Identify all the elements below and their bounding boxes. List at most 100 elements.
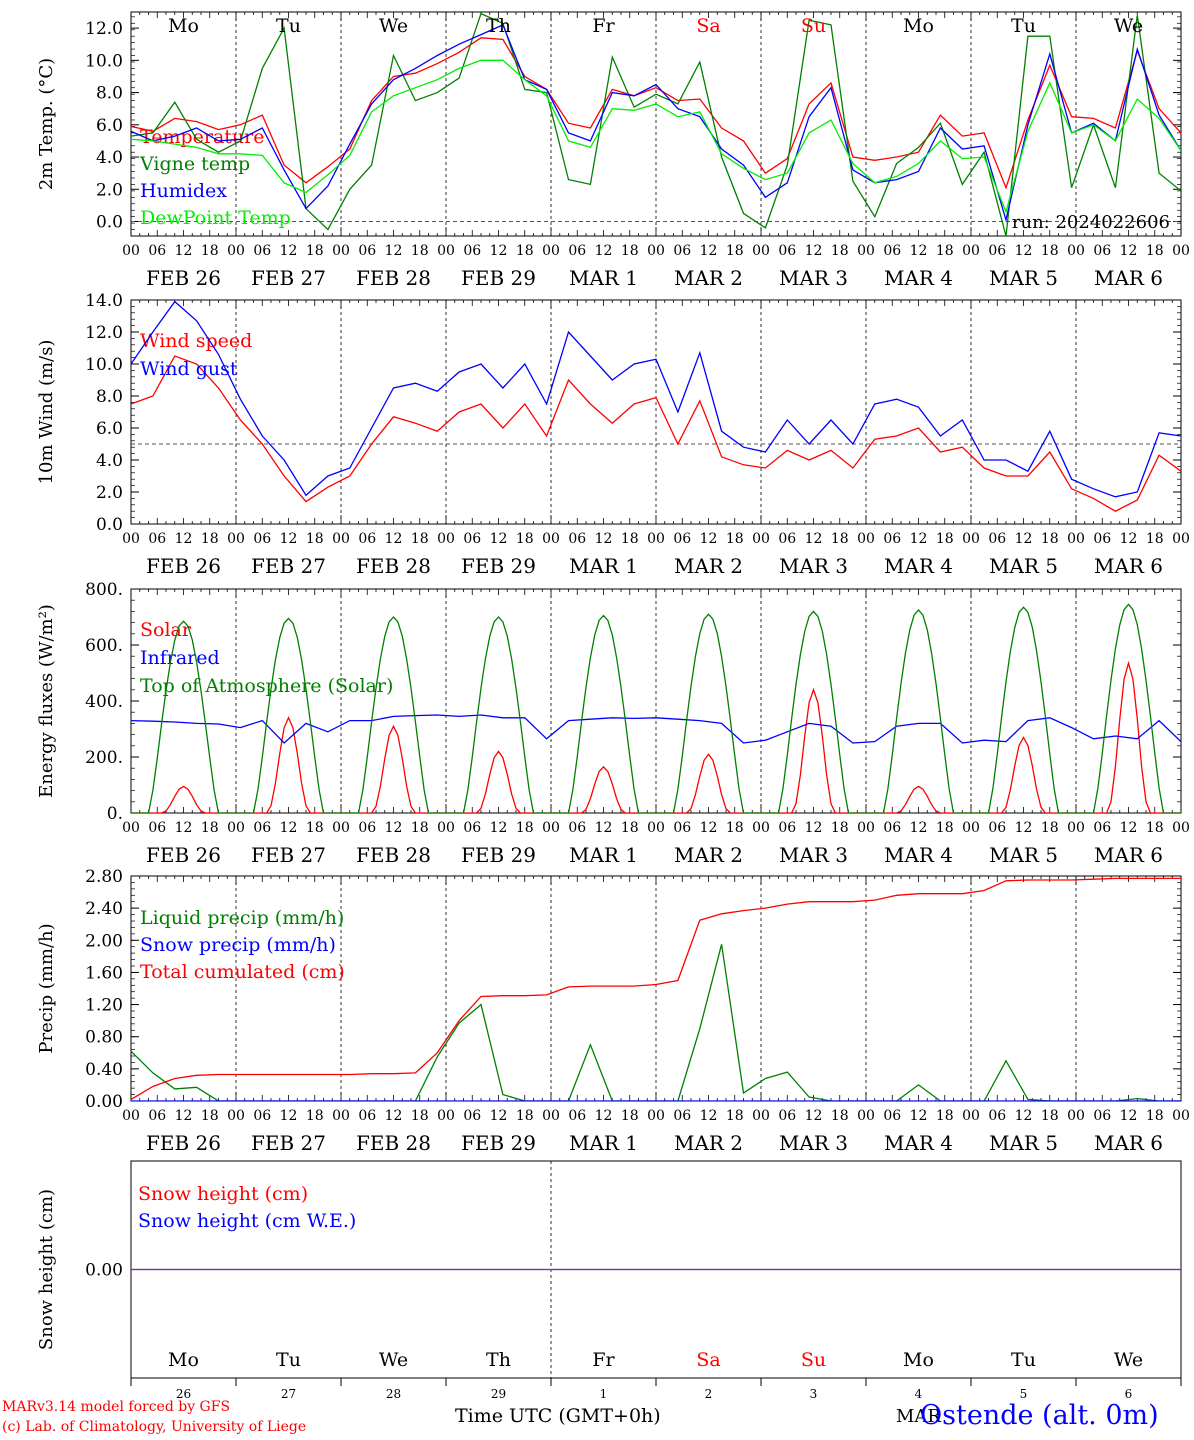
hour-label: 00 xyxy=(332,531,350,547)
hour-label: 06 xyxy=(568,243,586,259)
hour-label: 18 xyxy=(411,243,429,259)
date-label: MAR 5 xyxy=(989,554,1058,578)
hour-label: 06 xyxy=(673,820,691,836)
hour-label: 06 xyxy=(358,1108,376,1124)
series-line-1 xyxy=(131,355,1181,512)
legend-entry: Humidex xyxy=(140,180,227,202)
hour-label: 06 xyxy=(778,243,796,259)
hour-label: 00 xyxy=(1067,243,1085,259)
hour-label: 18 xyxy=(1041,820,1059,836)
date-label: FEB 28 xyxy=(356,1131,431,1155)
y-tick-label: 2.00 xyxy=(85,931,123,951)
hour-label: 00 xyxy=(227,820,245,836)
hour-label: 06 xyxy=(883,1108,901,1124)
day-number: 27 xyxy=(281,1387,296,1401)
weekday-label: Su xyxy=(801,1349,826,1371)
y-tick-label: 12.0 xyxy=(85,323,123,343)
hour-label: 18 xyxy=(1146,820,1164,836)
hour-label: 00 xyxy=(962,820,980,836)
day-number: 1 xyxy=(600,1387,608,1401)
hour-label: 00 xyxy=(122,1108,140,1124)
hour-label: 12 xyxy=(1015,243,1033,259)
date-label: MAR 1 xyxy=(569,554,638,578)
hour-label: 12 xyxy=(385,820,403,836)
y-axis-label: 10m Wind (m/s) xyxy=(36,340,57,485)
panel-1: 0.0 2.0 4.0 6.0 8.0 10.0 12.0 2m Temp. (°C) Temp… xyxy=(36,11,1190,290)
hour-label: 12 xyxy=(805,531,823,547)
weekday-label: Sa xyxy=(696,1349,720,1371)
hour-label: 12 xyxy=(1015,531,1033,547)
hour-label: 06 xyxy=(988,820,1006,836)
hour-label: 00 xyxy=(647,531,665,547)
day-number: 5 xyxy=(1020,1387,1028,1401)
hour-label: 12 xyxy=(700,531,718,547)
hour-label: 18 xyxy=(306,531,324,547)
hour-label: 18 xyxy=(516,531,534,547)
date-label: MAR 5 xyxy=(989,1131,1058,1155)
hour-label: 00 xyxy=(1067,1108,1085,1124)
y-tick-label: 8.0 xyxy=(96,387,123,407)
hour-label: 18 xyxy=(411,531,429,547)
weekday-label: Th xyxy=(486,15,511,37)
date-label: MAR 2 xyxy=(674,554,743,578)
y-tick-label: 0.40 xyxy=(85,1060,123,1080)
hour-label: 06 xyxy=(358,531,376,547)
hour-label: 00 xyxy=(1172,243,1190,259)
hour-label: 06 xyxy=(1093,531,1111,547)
hour-label: 00 xyxy=(647,243,665,259)
legend-entry: Solar xyxy=(140,619,192,641)
hour-label: 18 xyxy=(936,1108,954,1124)
date-label: MAR 4 xyxy=(884,266,953,290)
date-label: MAR 4 xyxy=(884,843,953,867)
hour-label: 18 xyxy=(201,243,219,259)
y-tick-label: 0.0 xyxy=(96,515,123,535)
hour-label: 00 xyxy=(122,531,140,547)
date-label: FEB 26 xyxy=(146,266,221,290)
date-label: MAR 6 xyxy=(1094,1131,1163,1155)
series-line-1 xyxy=(131,944,1181,1101)
hour-label: 00 xyxy=(122,820,140,836)
legend-entry: Liquid precip (mm/h) xyxy=(140,907,344,929)
hour-label: 06 xyxy=(148,1108,166,1124)
hour-label: 12 xyxy=(1015,1108,1033,1124)
weekday-label: Tu xyxy=(276,1349,301,1371)
series-line-2 xyxy=(131,300,1181,498)
hour-label: 00 xyxy=(437,531,455,547)
hour-label: 12 xyxy=(490,243,508,259)
weekday-label: We xyxy=(1114,15,1143,37)
hour-label: 18 xyxy=(1041,531,1059,547)
y-tick-label: 4.0 xyxy=(96,148,123,168)
legend-entry: Top of Atmosphere (Solar) xyxy=(140,675,393,697)
weekday-label: Tu xyxy=(276,15,301,37)
hour-label: 06 xyxy=(358,243,376,259)
hour-label: 06 xyxy=(568,820,586,836)
hour-label: 12 xyxy=(280,820,298,836)
hour-label: 00 xyxy=(752,243,770,259)
hour-label: 00 xyxy=(857,1108,875,1124)
hour-label: 06 xyxy=(883,243,901,259)
hour-label: 18 xyxy=(1146,1108,1164,1124)
hour-label: 12 xyxy=(805,820,823,836)
hour-label: 12 xyxy=(700,820,718,836)
hour-label: 00 xyxy=(227,243,245,259)
hour-label: 18 xyxy=(516,243,534,259)
hour-label: 00 xyxy=(542,531,560,547)
date-label: FEB 29 xyxy=(461,1131,536,1155)
hour-label: 18 xyxy=(1041,1108,1059,1124)
hour-label: 00 xyxy=(752,1108,770,1124)
date-label: FEB 27 xyxy=(251,1131,326,1155)
hour-label: 06 xyxy=(778,531,796,547)
weekday-label: Mo xyxy=(168,1349,199,1371)
day-number: 28 xyxy=(386,1387,401,1401)
hour-label: 06 xyxy=(778,820,796,836)
weekday-label: Sa xyxy=(696,15,720,37)
hour-label: 12 xyxy=(175,531,193,547)
hour-label: 06 xyxy=(673,531,691,547)
weekday-label: Mo xyxy=(903,1349,934,1371)
legend-entry: Snow precip (mm/h) xyxy=(140,934,336,956)
panel-2: 0.0 2.0 4.0 6.0 8.0 10.0 12.0 14.0 10m Wind (m/s… xyxy=(36,291,1190,578)
hour-label: 12 xyxy=(700,1108,718,1124)
hour-label: 18 xyxy=(936,531,954,547)
hour-label: 18 xyxy=(516,820,534,836)
date-label: MAR 6 xyxy=(1094,843,1163,867)
